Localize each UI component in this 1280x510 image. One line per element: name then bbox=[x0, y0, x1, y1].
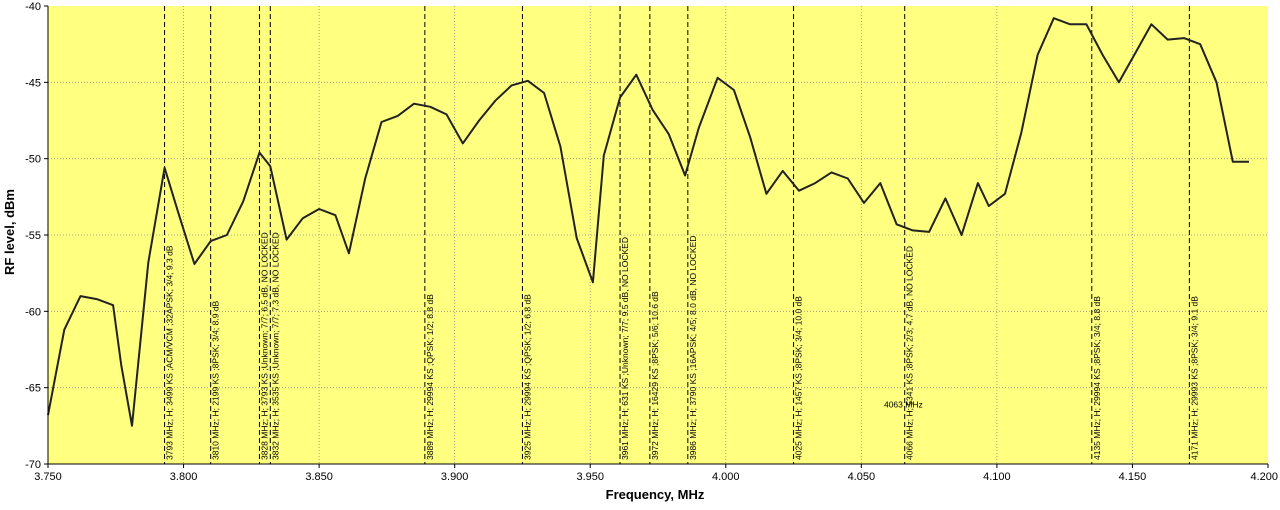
channel-markers: 3793 MHz; H; 3499 KS ;ACM/VCM ;32APSK; 3… bbox=[164, 6, 1199, 464]
x-tick-label: 4.050 bbox=[848, 471, 876, 483]
y-tick-label: -50 bbox=[25, 154, 41, 166]
y-axis-title: RF level, dBm bbox=[2, 189, 17, 275]
series-line bbox=[47, 17, 1249, 427]
y-tick-label: -65 bbox=[25, 383, 41, 395]
x-tick-label: 4.200 bbox=[1250, 471, 1278, 483]
y-tick-label: -70 bbox=[25, 459, 41, 471]
x-tick-label: 3.850 bbox=[305, 471, 333, 483]
y-tick-label: -60 bbox=[25, 306, 41, 318]
y-tick-label: -40 bbox=[25, 1, 41, 13]
channel-marker-label: 3961 MHz; H; 631 KS ;Unknown; 7/7; 9.5 d… bbox=[620, 237, 630, 460]
x-axis-title: Frequency, MHz bbox=[606, 487, 705, 502]
annotations: 4063 MHz bbox=[884, 399, 923, 409]
channel-marker-label: 4025 MHz; H; 1457 KS ;8PSK; 3/4; 10.0 dB bbox=[794, 296, 804, 460]
x-tick-label: 4.000 bbox=[712, 471, 740, 483]
y-tick-label: -45 bbox=[25, 77, 41, 89]
x-tick-label: 3.900 bbox=[441, 471, 469, 483]
x-tick-label: 4.150 bbox=[1119, 471, 1147, 483]
y-axis-ticks: -40 -45 -50 -55 -60 -65 -70 bbox=[25, 1, 48, 471]
channel-marker-label: 4066 MHz; H; 5341 KS ;8PSK; 2/3; 4.7 dB,… bbox=[905, 246, 915, 460]
frequency-annotation: 4063 MHz bbox=[884, 399, 923, 409]
channel-marker-label: 3889 MHz; H; 29994 KS ;QPSK; 1/2; 8.8 dB bbox=[425, 294, 435, 460]
channel-marker-label: 3832 MHz; H; 3535 KS ;Unknown; 7/7; 7.3 … bbox=[270, 232, 280, 460]
x-tick-label: 3.950 bbox=[576, 471, 604, 483]
channel-marker-label: 3972 MHz; H; 16429 KS ;8PSK; 5/6; 10.6 d… bbox=[650, 291, 660, 460]
x-tick-label: 4.100 bbox=[983, 471, 1011, 483]
y-tick-label: -55 bbox=[25, 230, 41, 242]
channel-marker-label: 4135 MHz; H; 29994 KS ;8PSK; 3/4; 8.8 dB bbox=[1092, 296, 1102, 460]
grid-lines bbox=[48, 6, 1268, 464]
channel-marker-label: 3925 MHz; H; 29994 KS ;QPSK; 1/2; 6.8 dB bbox=[522, 294, 532, 460]
x-axis-ticks: 3.750 3.800 3.850 3.900 3.950 4.000 4.050 4.100… bbox=[34, 464, 1278, 483]
channel-marker-label: 3986 MHz; H; 3790 KS ;16APSK; 4/5; 8.0 d… bbox=[688, 236, 698, 460]
channel-marker-label: 3810 MHz; H; 2199 KS ;8PSK; 3/4; 8.9 dB bbox=[211, 300, 221, 460]
channel-marker-label: 3828 MHz; H; 3793 KS ;Unknown; 7/7; 6.5 … bbox=[259, 232, 269, 460]
x-tick-label: 3.750 bbox=[34, 471, 62, 483]
channel-marker-label: 3793 MHz; H; 3499 KS ;ACM/VCM ;32APSK; 3… bbox=[165, 245, 175, 460]
channel-marker-label: 4171 MHz; H; 29993 KS ;8PSK; 3/4; 9.1 dB bbox=[1189, 296, 1199, 460]
x-tick-label: 3.800 bbox=[170, 471, 198, 483]
